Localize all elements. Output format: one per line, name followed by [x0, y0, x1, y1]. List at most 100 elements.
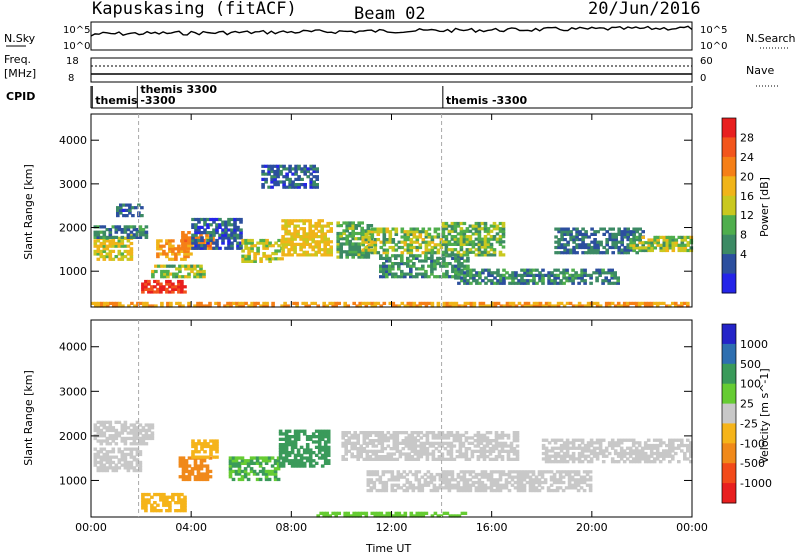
data-cell	[498, 237, 503, 241]
data-cell	[417, 478, 422, 482]
data-cell	[276, 464, 281, 468]
data-cell	[502, 268, 506, 272]
data-cell	[311, 232, 315, 236]
data-cell	[494, 436, 499, 440]
data-cell	[317, 240, 321, 244]
data-cell	[261, 472, 266, 476]
data-cell	[102, 230, 107, 234]
data-cell	[443, 441, 448, 445]
data-cell	[596, 251, 600, 255]
data-cell	[450, 248, 455, 252]
data-cell	[366, 488, 371, 493]
data-cell	[452, 457, 457, 461]
data-cell	[506, 444, 511, 448]
data-cell	[273, 183, 277, 187]
data-cell	[144, 423, 149, 427]
data-cell	[200, 231, 204, 235]
data-cell	[147, 436, 152, 441]
data-cell	[350, 444, 354, 448]
data-cell	[166, 269, 170, 274]
data-cell	[388, 230, 393, 234]
data-cell	[496, 279, 500, 283]
data-cell	[144, 498, 148, 502]
data-cell	[181, 467, 186, 471]
data-cell	[237, 467, 242, 471]
data-cell	[458, 452, 463, 456]
data-cell	[574, 446, 579, 450]
data-cell	[514, 271, 518, 275]
data-cell	[287, 461, 292, 465]
data-cell	[414, 478, 419, 482]
data-cell	[236, 228, 240, 232]
data-cell	[395, 439, 400, 443]
data-cell	[278, 429, 283, 433]
data-cell	[484, 304, 489, 308]
data-cell	[228, 472, 233, 476]
data-cell	[302, 464, 307, 468]
data-cell	[180, 282, 184, 286]
data-cell	[434, 433, 439, 437]
data-cell	[377, 455, 382, 459]
data-cell	[302, 242, 306, 246]
data-cell	[494, 433, 499, 437]
data-cell	[339, 255, 343, 259]
data-cell	[187, 456, 192, 460]
data-cell	[686, 443, 690, 448]
data-cell	[438, 486, 443, 490]
data-cell	[444, 486, 449, 490]
data-cell	[108, 442, 113, 446]
data-cell	[585, 470, 590, 474]
data-cell	[156, 282, 160, 286]
data-cell	[326, 461, 331, 465]
data-cell	[550, 438, 555, 442]
data-cell	[503, 433, 508, 437]
data-cell	[287, 224, 291, 228]
data-cell	[581, 232, 585, 236]
data-cell	[595, 457, 600, 461]
data-cell	[276, 167, 280, 171]
data-cell	[240, 459, 245, 463]
data-cell	[339, 247, 343, 251]
data-cell	[236, 217, 240, 222]
data-cell	[247, 304, 251, 308]
data-cell	[141, 290, 145, 294]
data-cell	[421, 514, 426, 518]
data-cell	[492, 227, 497, 231]
data-cell	[483, 237, 488, 241]
data-cell	[559, 279, 563, 283]
data-cell	[345, 237, 349, 241]
data-cell	[415, 304, 420, 308]
data-cell	[628, 460, 633, 464]
data-cell	[163, 269, 167, 274]
data-cell	[351, 242, 355, 246]
data-cell	[500, 449, 505, 453]
data-cell	[412, 304, 417, 308]
data-cell	[348, 221, 352, 225]
data-cell	[96, 468, 101, 473]
data-cell	[294, 177, 298, 181]
data-cell	[389, 433, 394, 437]
data-cell	[549, 475, 554, 479]
data-cell	[339, 242, 343, 246]
data-cell	[361, 232, 365, 236]
data-cell	[255, 472, 260, 476]
data-cell	[117, 460, 122, 465]
data-cell	[459, 232, 464, 236]
data-cell	[144, 225, 149, 229]
data-cell	[482, 436, 487, 440]
data-cell	[580, 273, 584, 277]
data-cell	[577, 454, 582, 458]
data-cell	[626, 251, 630, 255]
data-cell	[409, 245, 414, 250]
data-cell	[456, 488, 461, 493]
data-cell	[433, 245, 438, 250]
data-cell	[281, 464, 286, 468]
data-cell	[427, 240, 432, 244]
data-cell	[689, 235, 694, 239]
data-cell	[635, 230, 639, 234]
data-cell	[197, 231, 201, 235]
data-cell	[652, 301, 657, 305]
data-cell	[412, 245, 417, 250]
